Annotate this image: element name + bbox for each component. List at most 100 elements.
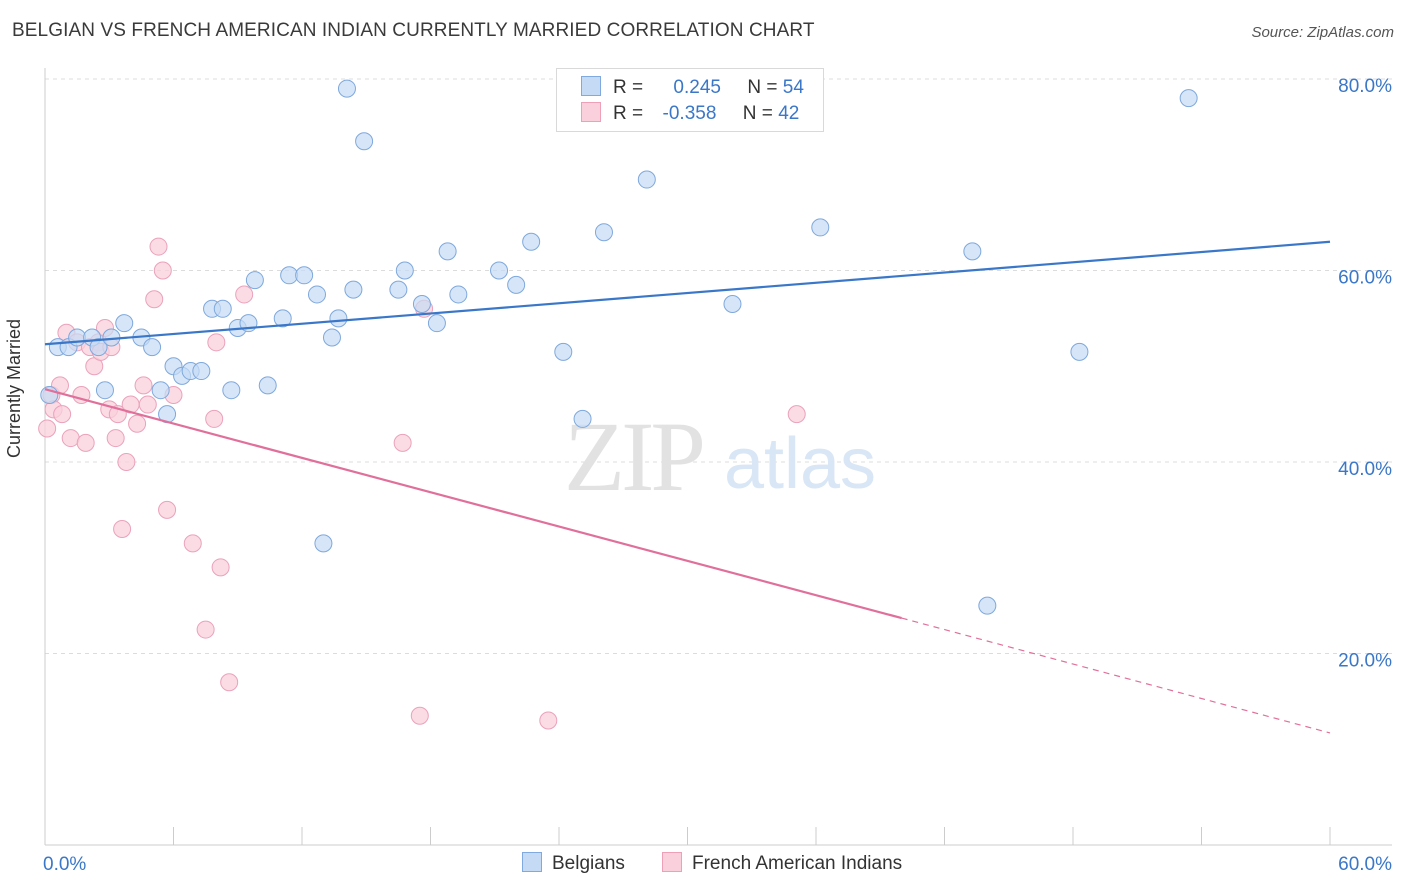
data-point-belgians (507, 275, 526, 294)
data-point-belgians (355, 132, 374, 151)
axes (44, 68, 1392, 846)
data-point-french (106, 429, 125, 448)
n-value: 54 (782, 77, 804, 98)
data-point-belgians (978, 596, 997, 615)
gridlines (45, 78, 1392, 654)
data-point-belgians (329, 309, 348, 328)
data-point-belgians (337, 79, 356, 98)
stats-row-belgians: R = 0.245 N = 54 (581, 76, 804, 100)
data-point-belgians (594, 223, 613, 242)
data-point-french (196, 620, 215, 639)
data-point-belgians (143, 338, 162, 357)
french-legend-swatch (662, 852, 682, 872)
tick-labels: 20.0% 40.0% 60.0% 80.0% 0.0% 60.0% (43, 76, 1392, 875)
data-point-belgians (192, 362, 211, 381)
source-label: Source: ZipAtlas.com (1251, 24, 1394, 41)
data-point-belgians (1070, 342, 1089, 361)
data-point-belgians (115, 314, 134, 333)
r-value: 0.245 (673, 77, 721, 98)
data-point-belgians (68, 328, 87, 347)
data-point-french (207, 333, 226, 352)
data-point-belgians (40, 385, 59, 404)
r-label: R = (613, 77, 644, 98)
data-point-french (220, 673, 239, 692)
data-point-french (53, 405, 72, 424)
stats-legend-box: R = 0.245 N = 54 R = -0.358 N = 42 (556, 68, 824, 132)
data-point-french (38, 419, 57, 438)
n-label: N = (747, 77, 778, 98)
data-point-belgians (222, 381, 241, 400)
data-point-french (134, 376, 153, 395)
watermark: ZIP atlas (564, 401, 876, 512)
stats-row-french: R = -0.358 N = 42 (581, 102, 799, 126)
data-point-french (153, 261, 172, 280)
n-label: N = (742, 103, 773, 124)
y-tick-label: 40.0% (1338, 459, 1392, 480)
data-point-french (235, 285, 254, 304)
data-point-belgians (89, 338, 108, 357)
data-point-french (158, 500, 177, 519)
r-value: -0.358 (662, 103, 717, 124)
data-point-belgians (1179, 89, 1198, 108)
data-point-belgians (151, 381, 170, 400)
x-tick-label: 0.0% (43, 854, 86, 875)
data-point-belgians (522, 232, 541, 251)
data-point-belgians (258, 376, 277, 395)
data-point-french (787, 405, 806, 424)
y-tick-label: 60.0% (1338, 268, 1392, 289)
data-point-belgians (389, 280, 408, 299)
data-point-french (138, 395, 157, 414)
data-point-belgians (573, 409, 592, 428)
data-point-french (117, 453, 136, 471)
series-belgians (40, 79, 1198, 615)
data-point-belgians (213, 299, 232, 318)
french-swatch (581, 102, 601, 122)
data-point-french (410, 706, 429, 725)
trend-lines (44, 240, 1331, 734)
data-point-french (61, 429, 80, 448)
data-point-french (113, 520, 132, 539)
data-point-belgians (344, 280, 363, 299)
data-point-french (393, 433, 412, 452)
data-point-french (76, 433, 95, 452)
data-point-french (205, 409, 224, 428)
y-tick-label: 20.0% (1338, 651, 1392, 672)
data-point-french (128, 414, 147, 433)
legend-item-french: French American Indians (662, 852, 902, 875)
y-tick-label: 80.0% (1338, 76, 1392, 97)
data-point-belgians (438, 242, 457, 261)
belgians-swatch (581, 76, 601, 96)
legend-item-belgians: Belgians (522, 852, 625, 875)
data-point-belgians (427, 314, 446, 333)
data-point-belgians (295, 266, 314, 285)
x-tick-label: 60.0% (1338, 854, 1392, 875)
data-point-belgians (314, 534, 333, 553)
data-point-french (183, 534, 202, 553)
watermark-atlas: atlas (724, 424, 876, 504)
legend-label: French American Indians (692, 853, 903, 874)
data-point-belgians (637, 170, 656, 189)
n-value: 42 (778, 103, 800, 124)
data-point-belgians (449, 285, 468, 304)
trend-line-french (44, 388, 902, 620)
data-point-belgians (273, 309, 292, 328)
data-point-belgians (280, 266, 299, 285)
data-point-belgians (95, 381, 114, 400)
legend-label: Belgians (552, 853, 625, 874)
belgians-legend-swatch (522, 852, 542, 872)
data-point-belgians (723, 295, 742, 314)
data-point-belgians (963, 242, 982, 261)
data-point-belgians (811, 218, 830, 237)
data-point-french (149, 237, 168, 256)
chart-title: BELGIAN VS FRENCH AMERICAN INDIAN CURREN… (12, 20, 815, 41)
data-point-french (211, 558, 230, 577)
data-point-french (145, 290, 164, 309)
trend-line-belgians (44, 240, 1331, 346)
data-point-belgians (412, 295, 431, 314)
data-point-belgians (490, 261, 509, 280)
data-point-belgians (322, 328, 341, 347)
data-point-belgians (245, 271, 264, 290)
data-point-belgians (307, 285, 326, 304)
data-point-french (539, 711, 558, 730)
